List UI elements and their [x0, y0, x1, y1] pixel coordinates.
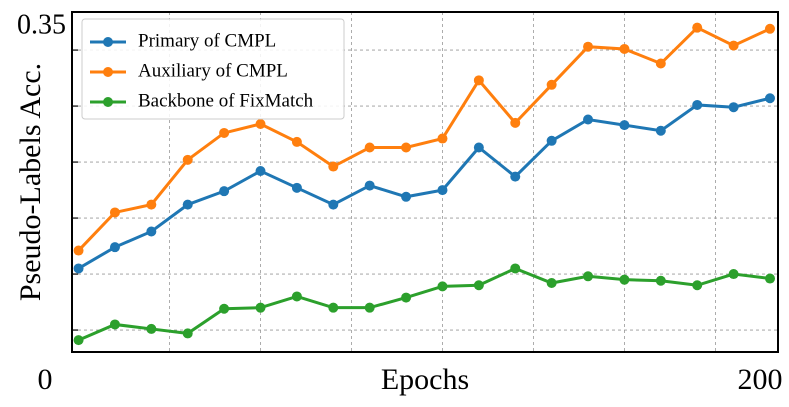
- plot-frame: [71, 11, 779, 353]
- legend-label: Backbone of FixMatch: [138, 90, 314, 111]
- marker: [182, 328, 193, 339]
- marker: [328, 161, 339, 172]
- marker: [583, 114, 594, 125]
- marker: [692, 22, 703, 33]
- marker: [255, 302, 266, 313]
- marker: [764, 23, 775, 34]
- marker: [364, 302, 375, 313]
- marker: [182, 154, 193, 165]
- marker: [692, 280, 703, 291]
- marker: [692, 99, 703, 110]
- marker: [364, 142, 375, 153]
- marker: [401, 191, 412, 202]
- marker: [291, 182, 302, 193]
- marker: [764, 273, 775, 284]
- marker: [219, 186, 230, 197]
- marker: [619, 43, 630, 54]
- marker: [109, 242, 120, 253]
- marker: [655, 125, 666, 136]
- marker: [619, 120, 630, 131]
- marker: [510, 117, 521, 128]
- marker: [619, 274, 630, 285]
- x-tick-label: 0: [38, 363, 53, 396]
- marker: [437, 133, 448, 144]
- marker: [655, 275, 666, 286]
- marker: [219, 303, 230, 314]
- y-axis-label: Pseudo-Labels Acc.: [14, 63, 47, 301]
- line: [77, 25, 771, 252]
- marker: [291, 136, 302, 147]
- marker: [364, 180, 375, 191]
- line: [77, 96, 771, 270]
- marker: [583, 271, 594, 282]
- marker: [546, 278, 557, 289]
- legend-label: Auxiliary of CMPL: [138, 60, 288, 81]
- marker: [728, 102, 739, 113]
- marker: [255, 118, 266, 129]
- marker: [510, 171, 521, 182]
- marker: [437, 281, 448, 292]
- marker: [73, 263, 84, 274]
- marker: [546, 79, 557, 90]
- marker: [583, 41, 594, 52]
- legend-box: [81, 18, 345, 120]
- marker: [655, 58, 666, 69]
- y-tick-label: 0.35: [17, 9, 66, 40]
- marker: [728, 269, 739, 280]
- marker: [546, 135, 557, 146]
- legend-marker: [103, 37, 113, 47]
- legend: Primary of CMPL Auxiliary of CMPL Backbone…: [81, 18, 345, 120]
- marker: [473, 142, 484, 153]
- marker: [437, 185, 448, 196]
- legend-label: Primary of CMPL: [138, 30, 276, 51]
- marker: [73, 245, 84, 256]
- marker: [510, 263, 521, 274]
- marker: [219, 127, 230, 138]
- marker: [291, 291, 302, 302]
- marker: [764, 93, 775, 104]
- legend-marker: [103, 67, 113, 77]
- line: [77, 266, 771, 342]
- marker: [73, 335, 84, 346]
- marker: [401, 142, 412, 153]
- marker: [328, 302, 339, 313]
- marker: [328, 199, 339, 210]
- marker: [255, 166, 266, 177]
- marker: [109, 207, 120, 218]
- legend-marker: [103, 97, 113, 107]
- marker: [401, 292, 412, 303]
- marker: [146, 199, 157, 210]
- marker: [109, 319, 120, 330]
- marker: [146, 323, 157, 334]
- marker: [473, 75, 484, 86]
- marker: [728, 40, 739, 51]
- marker: [146, 226, 157, 237]
- marker: [182, 199, 193, 210]
- x-axis-label: Epochs: [381, 363, 469, 396]
- x-tick-label: 200: [738, 363, 783, 396]
- marker: [473, 280, 484, 291]
